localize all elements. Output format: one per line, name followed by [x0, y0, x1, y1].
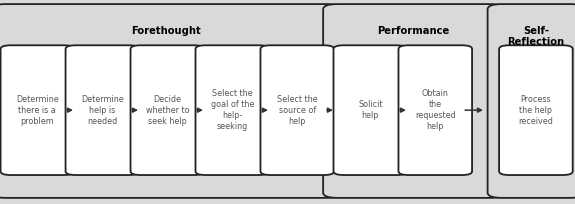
FancyBboxPatch shape [488, 4, 575, 198]
FancyBboxPatch shape [1, 45, 74, 175]
FancyBboxPatch shape [131, 45, 204, 175]
Text: Process
the help
received: Process the help received [519, 95, 553, 126]
FancyBboxPatch shape [499, 45, 573, 175]
Text: Obtain
the
requested
help: Obtain the requested help [415, 89, 455, 131]
Text: Select the
source of
help: Select the source of help [277, 95, 317, 126]
Text: Self-
Reflection: Self- Reflection [507, 26, 565, 47]
FancyBboxPatch shape [334, 45, 407, 175]
Text: Performance: Performance [378, 26, 450, 36]
Text: Forethought: Forethought [131, 26, 201, 36]
FancyBboxPatch shape [398, 45, 472, 175]
Text: Determine
help is
needed: Determine help is needed [81, 95, 124, 126]
Text: Decide
whether to
seek help: Decide whether to seek help [145, 95, 189, 126]
Text: Determine
there is a
problem: Determine there is a problem [16, 95, 59, 126]
FancyBboxPatch shape [260, 45, 334, 175]
FancyBboxPatch shape [196, 45, 269, 175]
Text: Select the
goal of the
help-
seeking: Select the goal of the help- seeking [210, 89, 254, 131]
FancyBboxPatch shape [323, 4, 504, 198]
FancyBboxPatch shape [0, 4, 341, 198]
Text: Solicit
help: Solicit help [358, 100, 382, 120]
FancyBboxPatch shape [66, 45, 139, 175]
